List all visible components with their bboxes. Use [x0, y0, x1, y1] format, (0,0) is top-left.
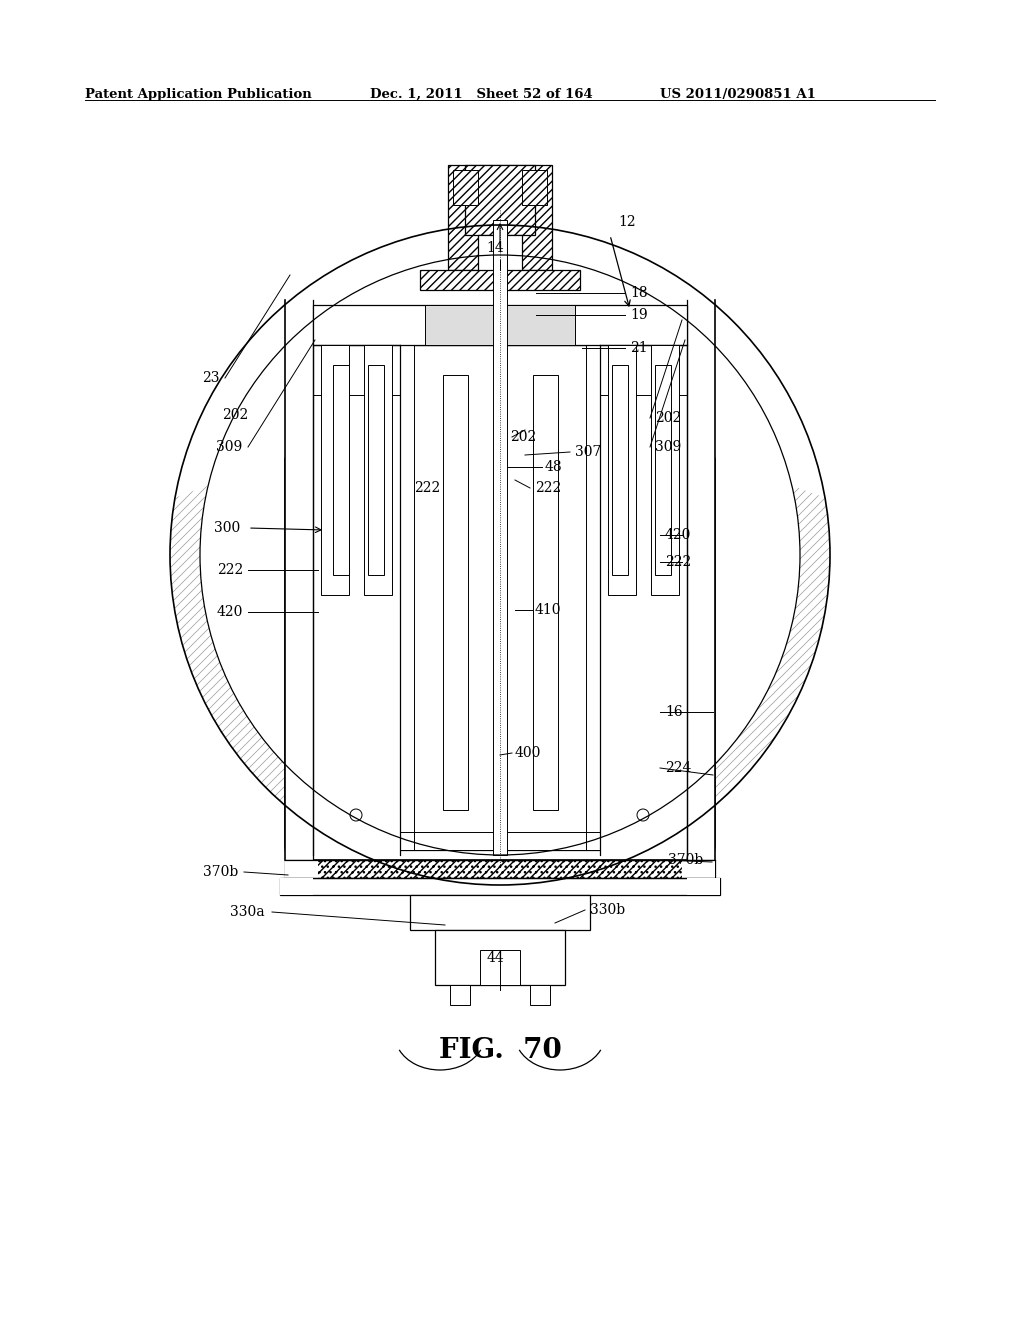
Bar [522, 170, 547, 205]
Bar [321, 345, 349, 595]
Bar [687, 300, 715, 861]
Bar [478, 235, 522, 275]
Bar [313, 305, 687, 345]
Text: 44: 44 [486, 950, 504, 965]
Bar [608, 345, 636, 595]
Bar [368, 366, 384, 576]
Text: 330b: 330b [590, 903, 625, 917]
Text: 410: 410 [535, 603, 561, 616]
Text: 222: 222 [217, 564, 243, 577]
Text: 202: 202 [510, 430, 537, 444]
Bar [364, 345, 392, 595]
Text: US 2011/0290851 A1: US 2011/0290851 A1 [660, 88, 816, 102]
Bar [420, 271, 580, 290]
Bar [400, 832, 600, 850]
Text: 370b: 370b [668, 853, 703, 867]
Bar [687, 878, 720, 915]
Text: 21: 21 [630, 341, 647, 355]
Bar [450, 985, 470, 1005]
Bar [425, 305, 575, 345]
Bar [687, 878, 720, 895]
Text: 19: 19 [630, 308, 647, 322]
Bar [410, 895, 590, 931]
Text: 330a: 330a [230, 906, 265, 919]
Bar [600, 345, 687, 855]
Bar [400, 345, 414, 850]
Text: 12: 12 [618, 215, 636, 228]
Text: 16: 16 [665, 705, 683, 719]
Text: 14: 14 [486, 242, 504, 255]
Bar [443, 375, 468, 810]
Text: 48: 48 [545, 459, 562, 474]
Bar [333, 366, 349, 576]
Text: 400: 400 [515, 746, 542, 760]
Text: FIG.  70: FIG. 70 [438, 1036, 561, 1064]
Bar [586, 345, 600, 850]
Bar [280, 878, 313, 895]
Text: 300: 300 [214, 521, 240, 535]
Bar [285, 300, 313, 861]
Text: 309: 309 [655, 440, 681, 454]
Bar [285, 861, 715, 878]
Text: 23: 23 [203, 371, 220, 385]
Bar [280, 878, 720, 895]
Bar [493, 220, 507, 855]
Text: Patent Application Publication: Patent Application Publication [85, 88, 311, 102]
Text: 222: 222 [535, 480, 561, 495]
Bar [534, 375, 558, 810]
Bar [651, 345, 679, 595]
Text: 222: 222 [414, 480, 440, 495]
Text: 224: 224 [665, 762, 691, 775]
Text: 307: 307 [575, 445, 601, 459]
Text: 202: 202 [222, 408, 248, 422]
Polygon shape [285, 180, 440, 300]
Text: 309: 309 [216, 440, 242, 454]
Bar [682, 861, 715, 878]
Bar [612, 366, 628, 576]
Bar [313, 345, 400, 855]
Bar [285, 861, 318, 878]
Bar [280, 878, 313, 915]
Bar [449, 165, 552, 271]
Bar [453, 170, 478, 205]
Bar [530, 985, 550, 1005]
Bar [480, 950, 520, 985]
Text: Dec. 1, 2011   Sheet 52 of 164: Dec. 1, 2011 Sheet 52 of 164 [370, 88, 593, 102]
Bar [465, 165, 535, 235]
Text: 18: 18 [630, 286, 647, 300]
Bar [655, 366, 671, 576]
FancyBboxPatch shape [285, 300, 715, 861]
Text: 420: 420 [217, 605, 243, 619]
Text: 370b: 370b [203, 865, 238, 879]
Polygon shape [560, 180, 715, 300]
Bar [400, 345, 600, 850]
Text: 420: 420 [665, 528, 691, 543]
Text: 222: 222 [665, 554, 691, 569]
Circle shape [200, 255, 800, 855]
Bar [435, 931, 565, 985]
Polygon shape [175, 226, 825, 498]
Text: 202: 202 [655, 411, 681, 425]
